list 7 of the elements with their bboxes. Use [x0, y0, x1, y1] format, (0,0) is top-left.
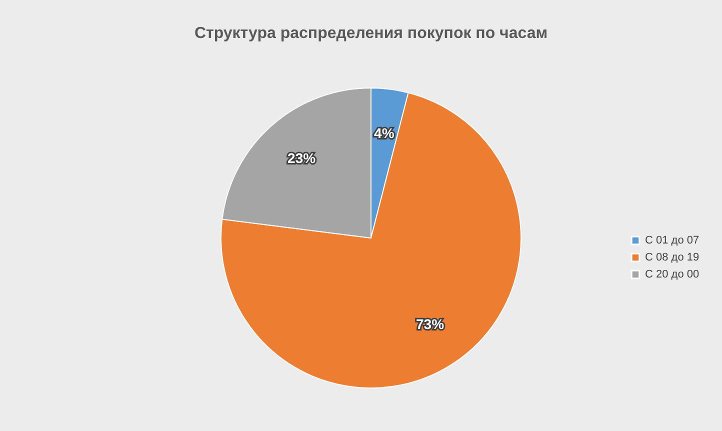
legend-label: С 20 до 00 [645, 268, 700, 280]
legend-label: С 01 до 07 [645, 234, 700, 246]
data-label: 73% [416, 316, 445, 332]
chart-title: Структура распределения покупок по часам [194, 25, 548, 42]
data-label: 23% [288, 150, 316, 166]
data-label: 4% [374, 124, 395, 141]
legend-label: С 08 до 19 [645, 252, 700, 264]
